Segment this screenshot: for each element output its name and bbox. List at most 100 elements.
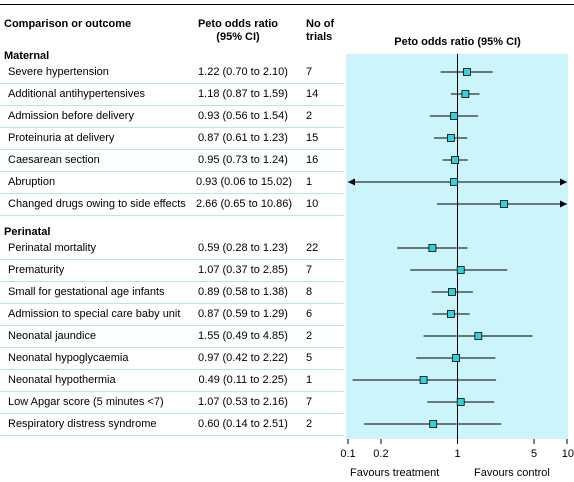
row-trials: 6 bbox=[306, 308, 313, 320]
row-trials: 8 bbox=[306, 286, 313, 298]
row-odds-ratio: 0.60 (0.14 to 2.51) bbox=[198, 418, 288, 430]
point-estimate bbox=[463, 68, 471, 76]
row-odds-ratio: 2.66 (0.65 to 10.86) bbox=[196, 198, 293, 210]
point-estimate bbox=[474, 332, 483, 340]
row-label: Respiratory distress syndrome bbox=[8, 418, 157, 430]
point-estimate bbox=[451, 156, 459, 164]
row-odds-ratio: 0.49 (0.11 to 2.25) bbox=[198, 374, 288, 386]
row-label: Admission to special care baby unit bbox=[8, 308, 181, 320]
row-label: Admission before delivery bbox=[8, 110, 134, 122]
header-trials-line2: trials bbox=[306, 31, 333, 43]
row-separator bbox=[0, 149, 344, 150]
row-trials: 1 bbox=[306, 374, 313, 386]
row-separator bbox=[0, 435, 344, 436]
point-estimate bbox=[461, 90, 470, 98]
row-label: Prematurity bbox=[8, 264, 65, 276]
point-estimate bbox=[450, 178, 458, 186]
row-label: Neonatal jaundice bbox=[8, 330, 97, 342]
x-tick-label: 0.2 bbox=[373, 448, 389, 460]
row-trials: 10 bbox=[306, 198, 319, 210]
row-label: Caesarean section bbox=[8, 154, 100, 166]
point-estimate bbox=[428, 244, 437, 252]
row-odds-ratio: 0.59 (0.28 to 1.23) bbox=[198, 242, 288, 254]
row-trials: 16 bbox=[306, 154, 319, 166]
row-trials: 2 bbox=[306, 330, 313, 342]
row-odds-ratio: 1.07 (0.53 to 2.16) bbox=[198, 396, 288, 408]
row-separator bbox=[0, 171, 344, 172]
ci-arrow-left bbox=[348, 178, 355, 186]
row-odds-ratio: 1.55 (0.49 to 4.85) bbox=[198, 330, 288, 342]
header-odds-line1: Peto odds ratio bbox=[197, 18, 279, 30]
row-odds-ratio: 1.22 (0.70 to 2.10) bbox=[198, 66, 288, 78]
row-separator bbox=[0, 281, 344, 282]
row-odds-ratio: 1.07 (0.37 to 2.85) bbox=[198, 264, 288, 276]
section-title: Perinatal bbox=[4, 226, 51, 238]
row-trials: 22 bbox=[306, 242, 319, 254]
row-trials: 2 bbox=[306, 418, 313, 430]
row-label: Small for gestational age infants bbox=[8, 286, 165, 298]
point-estimate bbox=[446, 310, 455, 318]
row-odds-ratio: 0.97 (0.42 to 2.22) bbox=[198, 352, 288, 364]
row-label: Abruption bbox=[8, 176, 56, 188]
row-label: Neonatal hypoglycaemia bbox=[8, 352, 129, 364]
favours-control-label: Favours control bbox=[474, 467, 550, 479]
point-estimate bbox=[429, 420, 438, 428]
row-separator bbox=[0, 391, 344, 392]
point-estimate bbox=[500, 200, 508, 208]
row-label: Severe hypertension bbox=[8, 66, 109, 78]
row-trials: 15 bbox=[306, 132, 319, 144]
row-label: Proteinuria at delivery bbox=[8, 132, 115, 144]
row-trials: 5 bbox=[306, 352, 313, 364]
row-separator bbox=[0, 215, 344, 216]
section-title: Maternal bbox=[4, 50, 50, 62]
row-separator bbox=[0, 369, 344, 370]
point-estimate bbox=[446, 134, 455, 142]
point-estimate bbox=[450, 112, 458, 120]
row-separator bbox=[0, 325, 344, 326]
row-odds-ratio: 0.87 (0.61 to 1.23) bbox=[198, 132, 288, 144]
row-odds-ratio: 0.95 (0.73 to 1.24) bbox=[198, 154, 288, 166]
point-estimate bbox=[456, 398, 465, 406]
ci-arrow-right bbox=[560, 178, 567, 186]
point-estimate bbox=[419, 376, 428, 384]
header-comparison: Comparison or outcome bbox=[4, 18, 132, 30]
row-trials: 2 bbox=[306, 110, 313, 122]
row-label: Changed drugs owing to side effects bbox=[8, 198, 186, 210]
top-rule bbox=[0, 4, 574, 5]
row-separator bbox=[0, 347, 344, 348]
row-separator bbox=[0, 259, 344, 260]
row-odds-ratio: 0.87 (0.59 to 1.29) bbox=[198, 308, 288, 320]
row-trials: 1 bbox=[306, 176, 313, 188]
row-label: Perinatal mortality bbox=[8, 242, 97, 254]
point-estimate bbox=[448, 288, 456, 296]
row-label: Neonatal hypothermia bbox=[8, 374, 116, 386]
header-trials-line1: No of bbox=[306, 18, 335, 30]
x-tick-label: 1 bbox=[454, 448, 461, 460]
row-trials: 7 bbox=[306, 396, 313, 408]
row-trials: 7 bbox=[306, 66, 313, 78]
row-odds-ratio: 0.89 (0.58 to 1.38) bbox=[198, 286, 288, 298]
x-tick-label: 0.1 bbox=[340, 448, 356, 460]
row-label: Additional antihypertensives bbox=[8, 88, 145, 100]
x-tick-label: 10 bbox=[561, 448, 574, 460]
row-odds-ratio: 0.93 (0.06 to 15.02) bbox=[196, 176, 293, 188]
header-trials: No of trials bbox=[306, 18, 346, 44]
row-separator bbox=[0, 413, 344, 414]
row-trials: 7 bbox=[306, 264, 313, 276]
point-estimate bbox=[456, 266, 465, 274]
row-separator bbox=[0, 105, 344, 106]
header-odds-ratio: Peto odds ratio (95% CI) bbox=[188, 18, 288, 44]
row-separator bbox=[0, 193, 344, 194]
point-estimate bbox=[452, 354, 460, 362]
row-separator bbox=[0, 303, 344, 304]
x-tick-label: 5 bbox=[530, 448, 538, 460]
row-label: Low Apgar score (5 minutes <7) bbox=[8, 396, 164, 408]
row-trials: 14 bbox=[306, 88, 319, 100]
row-separator bbox=[0, 127, 344, 128]
favours-treatment-label: Favours treatment bbox=[350, 467, 440, 479]
header-odds-line2: (95% CI) bbox=[216, 31, 260, 43]
ci-arrow-right bbox=[560, 200, 567, 208]
row-separator bbox=[0, 83, 344, 84]
row-odds-ratio: 0.93 (0.56 to 1.54) bbox=[198, 110, 288, 122]
